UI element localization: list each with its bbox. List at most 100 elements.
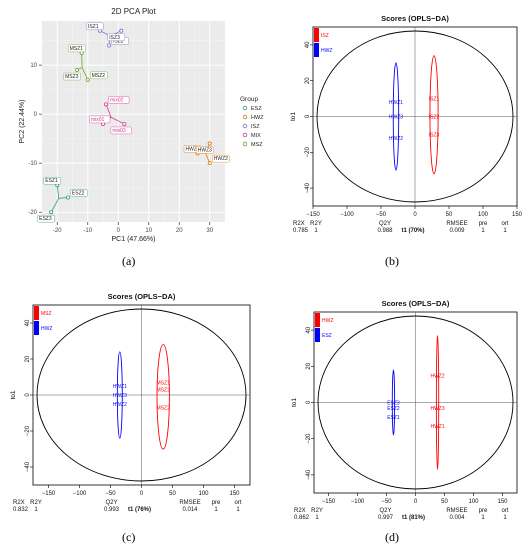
opls-stats-value: 0.993: [104, 507, 120, 513]
opls-title: Scores (OPLS−DA): [381, 14, 449, 23]
opls-legend-label: MSZ: [41, 311, 52, 317]
opls-x-tick-label: −150: [42, 491, 56, 497]
opls-point-label: HWZ1: [113, 384, 127, 390]
pca-point-label: HWZ1: [186, 146, 200, 152]
pca-legend-marker: [242, 123, 248, 129]
opls-point-label: HWZ2: [430, 373, 444, 379]
opls-legend-label: HWZ: [41, 326, 52, 332]
opls-y-tick-label: 20: [306, 362, 312, 369]
panel-letter-d: (d): [385, 530, 399, 544]
pca-point: [122, 121, 127, 126]
pca-y-tick-label: -10: [28, 161, 37, 167]
opls-confidence-ellipse: [316, 30, 514, 203]
pca-x-tick-label: 0: [117, 228, 121, 234]
pca-point: [104, 102, 109, 107]
pca-point: [107, 43, 112, 48]
opls-title: Scores (OPLS−DA): [382, 299, 450, 308]
opls-x-tick-label: −50: [376, 212, 387, 218]
opls-point-label: ESZ1: [387, 415, 400, 421]
panel-letter-b: (b): [385, 254, 399, 268]
pca-x-tick-label: 10: [145, 228, 152, 234]
opls-stats-header: R2Y: [30, 500, 42, 506]
opls-point-label: HWZ1: [389, 100, 403, 106]
opls-point-label: HWZ1: [430, 424, 444, 430]
opls-y-tick-label: −40: [25, 461, 31, 472]
panel-letter-c: (c): [122, 530, 136, 544]
opls-confidence-ellipse: [36, 308, 247, 482]
opls-point-label: ESZ2: [387, 406, 400, 412]
pca-point-label: mix02: [110, 97, 124, 103]
opls-y-tick-label: −40: [306, 469, 312, 480]
opls-x-tick-label: 150: [512, 212, 523, 218]
opls-stats-value: 0.832: [13, 507, 29, 513]
opls-stats-header: RMSEE: [179, 500, 200, 506]
pca-point-label: ISZ3: [109, 35, 120, 41]
opls-stats-header: Q2Y: [105, 500, 117, 506]
pca-legend-label: ISZ: [251, 124, 260, 130]
opls-stats-value: 0.785: [293, 228, 309, 234]
opls-legend-label: ISZ: [321, 33, 329, 39]
opls-y-tick-label: 40: [305, 41, 311, 48]
opls-y-axis-label: to1: [10, 390, 17, 399]
pca-point: [75, 68, 80, 73]
pca-point-label: MSZ2: [92, 73, 106, 79]
pca-point-label: mix01: [91, 117, 105, 123]
opls-point-label: HWZ3: [430, 406, 444, 412]
opls-legend-swatch: [34, 306, 39, 320]
pca-point-label: ISZ1: [88, 24, 99, 30]
opls-x-tick-label: −100: [351, 499, 365, 505]
opls-x-tick-label: 0: [413, 212, 417, 218]
opls-stats-value: 1: [314, 228, 318, 234]
opls-stats-value: 1: [214, 507, 218, 513]
opls-point-label: HWZ3: [389, 115, 403, 121]
opls-stats-header: Q2Y: [379, 508, 391, 514]
opls-stats-header: ort: [501, 508, 508, 514]
pca-point-label-box: [89, 115, 111, 124]
opls-group-ellipse: [435, 335, 440, 470]
opls-legend-swatch: [315, 313, 320, 327]
opls-group-ellipse: [116, 351, 123, 439]
opls-stats-value: 1: [481, 515, 485, 521]
opls-point-label: ISZ2: [429, 115, 440, 121]
pca-x-tick-label: 20: [176, 228, 183, 234]
opls-y-tick-label: −20: [25, 425, 31, 436]
pca-chart: -20 -10 0 10 20 30 -20 -10 0 10 2D PCA Plot PC1 (47…: [19, 7, 230, 243]
pca-point-label: MSZ1: [70, 46, 84, 52]
pca-y-axis-label: PC2 (22.44%): [19, 100, 26, 144]
pca-legend-marker: [242, 114, 248, 120]
opls-stats-header: pre: [479, 508, 488, 514]
opls-x-tick-label: −150: [322, 499, 336, 505]
opls-chart-1: Scores (OPLS−DA) −150 −100 −50 0 50 100 150 −40 −…: [290, 14, 523, 234]
pca-group-connector: [81, 67, 89, 80]
opls-y-tick-label: 20: [25, 355, 31, 362]
pca-y-tick-label: -20: [28, 210, 37, 216]
opls-stats-value: 1: [503, 515, 507, 521]
opls-stats-value: 0.997: [378, 515, 394, 521]
pca-point: [49, 210, 54, 215]
opls-confidence-ellipse: [317, 315, 514, 490]
pca-legend-label: HWZ: [251, 115, 264, 121]
opls-x-tick-label: −50: [381, 499, 392, 505]
opls-x-tick-label: 100: [198, 491, 209, 497]
pca-x-axis-label: PC1 (47.66%): [112, 236, 156, 243]
pca-title: 2D PCA Plot: [111, 7, 156, 16]
opls-stats-value: 1: [236, 507, 240, 513]
pca-legend-title: Group: [240, 96, 258, 103]
opls-y-tick-label: −20: [306, 433, 312, 444]
opls-y-tick-label: 20: [305, 77, 311, 84]
opls-group-ellipse: [391, 369, 396, 436]
opls-stats-header: R2Y: [311, 508, 323, 514]
pca-x-tick-label: -20: [53, 228, 62, 234]
opls-y-tick-label: −20: [305, 147, 311, 158]
opls-point-label: HWZ3: [113, 393, 127, 399]
pca-group-connector: [105, 104, 112, 118]
pca-point-label: HWZ2: [214, 156, 228, 162]
opls-y-tick-label: 0: [306, 400, 312, 404]
opls-stats-value: 0.014: [182, 507, 198, 513]
opls-stats-value: 1: [315, 515, 319, 521]
opls-legend-label: HWZ: [322, 318, 333, 324]
opls-x-tick-label: 0: [140, 491, 144, 497]
opls-point-label: ISZ1: [429, 97, 440, 103]
